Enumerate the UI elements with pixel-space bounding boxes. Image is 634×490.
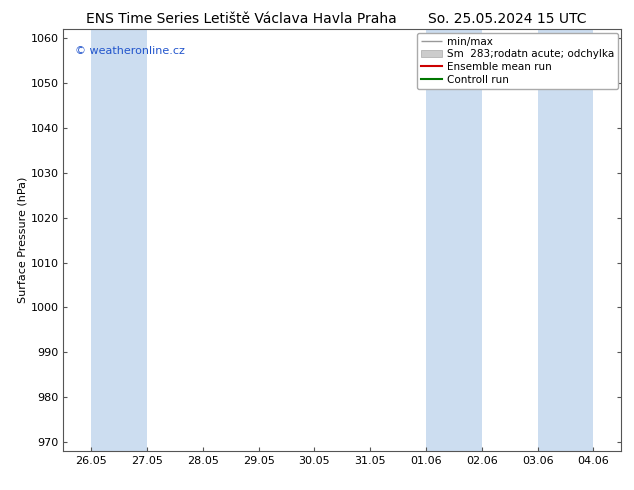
Bar bbox=[538, 29, 593, 451]
Text: © weatheronline.cz: © weatheronline.cz bbox=[75, 46, 184, 56]
Y-axis label: Surface Pressure (hPa): Surface Pressure (hPa) bbox=[18, 177, 28, 303]
Legend: min/max, Sm  283;rodatn acute; odchylka, Ensemble mean run, Controll run: min/max, Sm 283;rodatn acute; odchylka, … bbox=[417, 32, 618, 89]
Text: ENS Time Series Letiště Václava Havla Praha: ENS Time Series Letiště Václava Havla Pr… bbox=[86, 12, 396, 26]
Bar bbox=[426, 29, 482, 451]
Text: So. 25.05.2024 15 UTC: So. 25.05.2024 15 UTC bbox=[428, 12, 586, 26]
Bar bbox=[91, 29, 147, 451]
